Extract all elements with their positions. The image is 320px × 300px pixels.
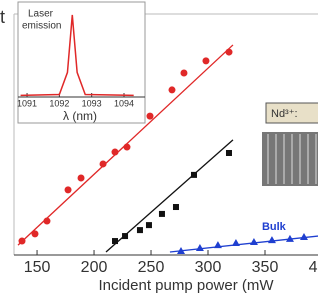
point [173, 204, 179, 210]
point [232, 239, 240, 246]
point [100, 160, 107, 167]
series-label: Bulk [262, 221, 287, 233]
point [31, 230, 38, 237]
point [202, 57, 209, 64]
x-tick-label: 350 [252, 259, 279, 276]
x-tick-label: 400 [309, 259, 318, 276]
point [225, 49, 232, 56]
point [226, 150, 232, 156]
x-tick-label: 300 [195, 259, 222, 276]
point [214, 241, 222, 248]
point [159, 211, 165, 217]
x-tick-label: 1091 [17, 98, 37, 108]
inset-x-label: λ (nm) [63, 109, 97, 123]
x-tick-label: 1093 [82, 98, 102, 108]
point [250, 238, 258, 245]
point [191, 172, 197, 178]
inset-title: emission [22, 21, 61, 32]
chart: Nd³⁺: t Incident pump power (mW 150 200 25… [0, 0, 318, 300]
annotation: t [0, 7, 5, 27]
fit-line [170, 236, 318, 252]
point [268, 236, 276, 243]
point [123, 144, 130, 151]
point [196, 244, 204, 251]
point [122, 233, 128, 239]
point [65, 186, 72, 193]
point [146, 113, 153, 120]
point [180, 70, 187, 77]
inset-title: Laser [28, 9, 54, 20]
annotation: Nd³⁺: [271, 108, 298, 120]
point [146, 222, 152, 228]
point [168, 86, 175, 93]
x-axis-label: Incident pump power (mW [98, 277, 274, 294]
x-tick-label: 200 [81, 259, 108, 276]
point [112, 149, 119, 156]
point [112, 238, 118, 244]
point [300, 233, 308, 240]
sem-image [262, 132, 318, 186]
point [43, 218, 50, 225]
x-tick-label: 250 [138, 259, 165, 276]
point [137, 227, 143, 233]
point [78, 174, 85, 181]
x-tick-label: 1094 [114, 98, 134, 108]
point [18, 238, 25, 245]
x-tick-label: 150 [24, 259, 51, 276]
x-tick-label: 1092 [49, 98, 69, 108]
